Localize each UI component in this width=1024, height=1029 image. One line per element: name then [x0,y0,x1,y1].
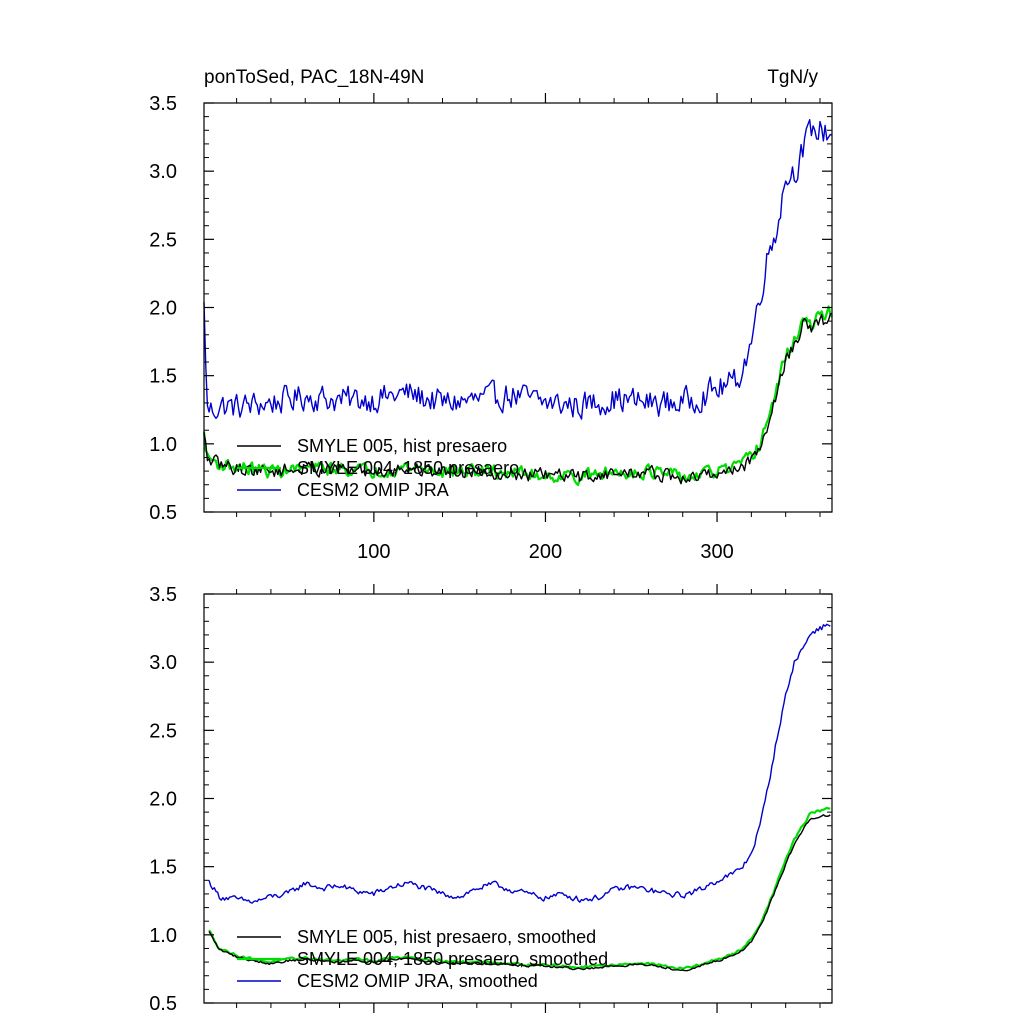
y-tick-label: 3.5 [149,93,177,115]
bottom-panel-series [208,623,831,972]
legend-label: SMYLE 004, 1850 presaero, smoothed [297,949,608,969]
series-line-bottom-1 [208,806,831,971]
y-tick-label: 1.5 [149,366,177,388]
y-tick-label: 0.5 [149,993,177,1015]
x-tick-label: 200 [529,541,562,563]
bottom-panel-legend: SMYLE 005, hist presaero, smoothedSMYLE … [237,927,608,991]
y-tick-label: 1.0 [149,925,177,947]
legend-label: CESM2 OMIP JRA, smoothed [297,971,538,991]
top-panel-series [202,118,833,486]
legend-label: SMYLE 005, hist presaero, smoothed [297,927,596,947]
y-tick-label: 1.0 [149,434,177,456]
y-tick-label: 3.0 [149,161,177,183]
series-line-top-2 [203,312,833,485]
top-panel-title-left: ponToSed, PAC_18N-49N [204,67,424,88]
legend-label: SMYLE 005, hist presaero [297,436,507,456]
series-line-top-0 [203,118,833,420]
y-tick-label: 3.0 [149,652,177,674]
legend-label: CESM2 OMIP JRA [297,480,449,500]
y-tick-label: 2.0 [149,298,177,320]
y-tick-label: 2.0 [149,789,177,811]
series-line-bottom-2 [208,814,831,972]
y-tick-label: 3.5 [149,584,177,606]
top-panel: ponToSed, PAC_18N-49N TgN/y 0.5 1.0 1.5 2.0… [149,67,833,563]
y-tick-label: 0.5 [149,502,177,524]
top-panel-title-right: TgN/y [767,67,818,88]
bottom-panel: 0.5 1.0 1.5 2.0 2.5 3.0 3.5 SMYLE 005, hist pr… [149,584,833,1015]
bottom-panel-axes: 0.5 1.0 1.5 2.0 2.5 3.0 3.5 [149,584,833,1015]
series-line-bottom-0 [208,623,831,904]
top-panel-axes: 0.5 1.0 1.5 2.0 2.5 3.0 3.5 100 200 300 [149,93,833,563]
y-tick-label: 2.5 [149,720,177,742]
legend-label: SMYLE 004, 1850 presaero [297,458,519,478]
y-tick-label: 1.5 [149,857,177,879]
y-tick-label: 2.5 [149,229,177,251]
x-tick-label: 100 [357,541,390,563]
x-tick-label: 300 [700,541,733,563]
